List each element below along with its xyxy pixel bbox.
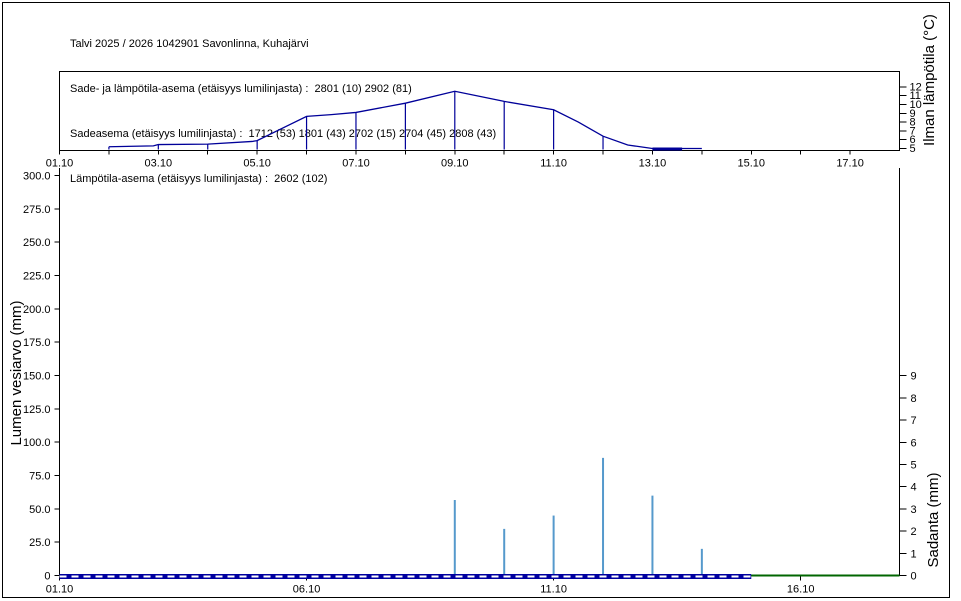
temperature-tick-label: 6 <box>910 134 916 146</box>
main-chart: 025.050.075.0100.0125.0150.0175.0200.022… <box>23 168 917 596</box>
date-tick-label: 06.10 <box>293 584 321 596</box>
swe-y-axis: 0 25.0 50.0 75.0 100.0 125.0 150.0 175.0 200.0 22… <box>23 171 60 583</box>
main-x-axis: 01.10 06.10 11.10 16.10 <box>46 575 815 596</box>
precip-tick-label: 3 <box>911 504 917 516</box>
window-border <box>2 2 950 598</box>
precip-tick-label: 5 <box>911 460 917 472</box>
precip-y-axis: 0 1 2 3 4 5 6 7 8 9 <box>899 371 917 583</box>
temperature-plot-frame <box>59 71 900 151</box>
chart-header: Talvi 2025 / 2026 1042901 Savonlinna, Ku… <box>70 7 496 217</box>
header-title: Talvi 2025 / 2026 1042901 Savonlinna, Ku… <box>70 38 309 50</box>
temperature-tick-label: 9 <box>910 108 916 120</box>
precip-tick-label: 9 <box>911 371 917 383</box>
swe-tick-label: 125.0 <box>23 404 51 416</box>
swe-tick-label: 175.0 <box>23 337 51 349</box>
temperature-tick-label: 10 <box>910 99 922 111</box>
date-tick-label: 01.10 <box>46 584 74 596</box>
date-tick-label: 13.10 <box>639 158 667 170</box>
temperature-x-axis: 01.10 03.10 05.10 07.10 09.10 11.10 13.10 15.10… <box>46 150 864 170</box>
swe-tick-label: 100.0 <box>23 437 51 449</box>
temperature-tick-label: 8 <box>910 117 916 129</box>
date-tick-label: 03.10 <box>145 158 173 170</box>
precip-tick-label: 1 <box>911 548 917 560</box>
temperature-curve <box>108 90 702 150</box>
date-tick-label: 09.10 <box>441 158 469 170</box>
temperature-tick-label: 5 <box>910 143 916 155</box>
swe-tick-label: 75.0 <box>29 471 50 483</box>
date-tick-label: 16.10 <box>787 584 815 596</box>
swe-tick-label: 250.0 <box>23 237 51 249</box>
precip-bars <box>453 457 703 575</box>
date-tick-label: 11.10 <box>540 158 567 170</box>
precip-tick-label: 6 <box>911 437 917 449</box>
header-temp-station: Lämpötila-asema (etäisyys lumilinjasta) … <box>70 173 328 185</box>
precip-tick-label: 2 <box>911 526 917 538</box>
swe-tick-label: 0 <box>44 571 50 583</box>
precip-tick-label: 8 <box>911 393 917 405</box>
y-axis-label-lumen-vesiarvo: Lumen vesiarvo (mm) <box>8 300 25 446</box>
date-tick-label: 11.10 <box>540 584 567 596</box>
y-axis-label-sadanta: Sadanta (mm) <box>925 472 942 568</box>
date-tick-label: 01.10 <box>46 158 74 170</box>
swe-tick-label: 150.0 <box>23 371 51 383</box>
swe-tick-label: 200.0 <box>23 304 51 316</box>
swe-tick-label: 50.0 <box>29 504 50 516</box>
date-tick-label: 15.10 <box>737 158 765 170</box>
precip-tick-label: 0 <box>911 571 917 583</box>
swe-tick-label: 275.0 <box>23 204 51 216</box>
date-tick-label: 17.10 <box>836 158 864 170</box>
swe-tick-label: 225.0 <box>23 271 51 283</box>
temperature-tick-label: 11 <box>910 90 921 102</box>
precip-tick-label: 4 <box>911 482 917 494</box>
swe-tick-label: 300.0 <box>23 171 51 183</box>
date-tick-label: 05.10 <box>243 158 271 170</box>
swe-tick-label: 25.0 <box>29 537 50 549</box>
temperature-tick-label: 7 <box>910 125 916 137</box>
header-precip-temp-station: Sade- ja lämpötila-asema (etäisyys lumil… <box>70 83 412 95</box>
precip-tick-label: 7 <box>911 415 917 427</box>
y-axis-label-ilman-lampotila: Ilman lämpötila (°C) <box>921 14 938 146</box>
temperature-tick-label: 12 <box>910 81 922 93</box>
date-tick-label: 07.10 <box>342 158 370 170</box>
